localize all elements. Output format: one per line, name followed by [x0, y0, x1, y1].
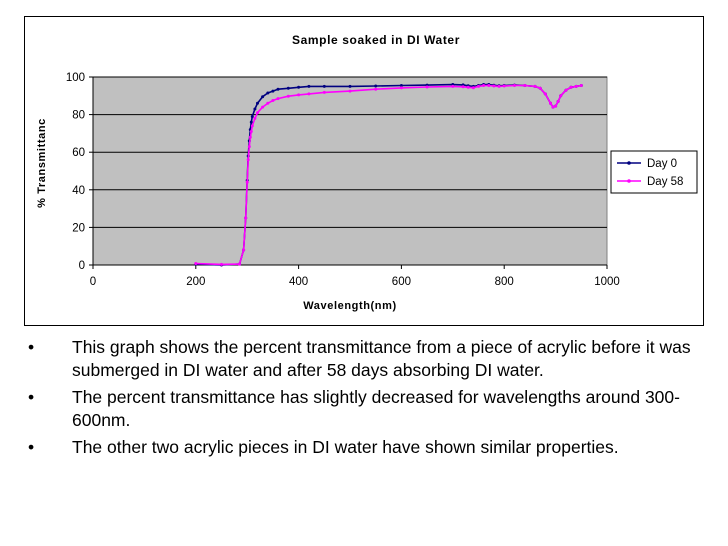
data-point-day-58: [425, 85, 429, 89]
data-point-day-58: [579, 84, 583, 87]
bullet-marker: •: [28, 437, 35, 457]
data-point-day-0: [271, 89, 275, 93]
data-point-day-58: [220, 262, 223, 266]
data-point-day-0: [286, 86, 290, 90]
data-point-day-58: [451, 84, 455, 88]
data-point-day-58: [242, 248, 246, 252]
y-tick-label: 80: [72, 110, 85, 122]
data-point-day-58: [556, 99, 560, 103]
data-point-day-58: [266, 101, 270, 105]
x-tick-label: 1000: [594, 276, 620, 288]
y-tick-label: 20: [72, 222, 85, 234]
x-axis-label: Wavelength(nm): [303, 300, 397, 312]
data-point-day-58: [543, 92, 547, 96]
data-point-day-58: [538, 86, 542, 90]
data-point-day-58: [533, 84, 537, 88]
data-point-day-58: [374, 87, 378, 91]
legend-box: [610, 150, 698, 194]
data-point-day-58: [551, 105, 555, 109]
bullet-text: The percent transmittance has slightly d…: [72, 387, 680, 430]
bullet-text: This graph shows the percent transmittan…: [72, 337, 691, 380]
data-point-day-58: [497, 84, 501, 88]
data-point-day-58: [477, 84, 480, 88]
data-point-day-58: [238, 262, 241, 266]
legend-label: Day 58: [647, 176, 683, 188]
data-point-day-58: [194, 262, 198, 265]
x-tick-label: 800: [495, 276, 514, 288]
bullet-item: • The percent transmittance has slightly…: [28, 386, 708, 432]
legend-marker: [627, 161, 631, 165]
y-axis-label: % Transmittanc: [36, 118, 48, 208]
data-point-day-58: [482, 84, 486, 87]
data-point-day-58: [502, 84, 506, 88]
data-point-day-0: [256, 101, 259, 105]
x-tick-label: 400: [289, 276, 308, 288]
data-point-day-58: [399, 86, 403, 90]
data-point-day-58: [574, 84, 578, 88]
data-point-day-58: [322, 90, 326, 94]
bullet-marker: •: [28, 337, 35, 357]
data-point-day-58: [559, 94, 563, 98]
data-point-day-58: [307, 92, 311, 96]
chart-frame: 0 20 40 60 80 100 0 200 400 600 800 1000 Sample soak…: [24, 16, 704, 326]
data-point-day-58: [348, 89, 352, 93]
data-point-day-0: [253, 107, 257, 111]
y-tick-label: 40: [72, 185, 85, 197]
y-tick-label: 60: [72, 147, 85, 159]
data-point-day-58: [248, 135, 252, 139]
bullet-text: The other two acrylic pieces in DI water…: [72, 437, 619, 457]
data-point-day-0: [250, 115, 254, 118]
data-point-day-58: [276, 97, 280, 101]
y-tick-label: 100: [66, 72, 85, 84]
data-point-day-58: [247, 145, 251, 149]
data-point-day-58: [569, 85, 573, 89]
data-point-day-58: [244, 216, 248, 220]
data-point-day-58: [487, 84, 491, 87]
data-point-day-58: [286, 94, 290, 98]
data-point-day-58: [564, 88, 568, 92]
legend-label: Day 0: [647, 158, 677, 170]
x-tick-label: 200: [186, 276, 205, 288]
data-point-day-0: [266, 91, 270, 95]
data-point-day-58: [261, 105, 265, 109]
chart-title: Sample soaked in DI Water: [292, 33, 460, 47]
bullet-list: • This graph shows the percent transmitt…: [28, 336, 708, 463]
data-point-day-58: [471, 86, 475, 90]
data-point-day-0: [399, 84, 403, 87]
bullet-item: • This graph shows the percent transmitt…: [28, 336, 708, 382]
data-point-day-58: [297, 93, 301, 97]
data-point-day-0: [249, 120, 253, 124]
data-point-day-0: [307, 84, 311, 88]
data-point-day-0: [297, 85, 301, 89]
data-point-day-58: [461, 85, 465, 89]
data-point-day-58: [246, 158, 250, 162]
legend-marker: [627, 179, 631, 183]
plot-area: [92, 76, 608, 266]
data-point-day-58: [466, 85, 470, 89]
data-point-day-0: [348, 84, 352, 88]
data-point-day-58: [250, 124, 254, 128]
data-point-day-58: [549, 101, 552, 105]
data-point-day-58: [249, 130, 253, 133]
data-point-day-0: [374, 84, 378, 88]
data-point-day-0: [261, 95, 265, 99]
data-point-day-58: [253, 116, 257, 120]
data-point-day-58: [271, 99, 275, 102]
data-point-day-58: [256, 111, 259, 115]
data-point-day-58: [513, 84, 516, 87]
data-point-day-58: [523, 84, 527, 87]
bullet-item: • The other two acrylic pieces in DI wat…: [28, 436, 708, 459]
data-point-day-58: [492, 84, 496, 88]
x-tick-label: 600: [392, 276, 411, 288]
data-point-day-58: [554, 104, 558, 108]
x-tick-label: 0: [90, 276, 96, 288]
data-point-day-58: [245, 180, 249, 184]
y-tick-label: 0: [79, 260, 85, 272]
data-point-day-0: [322, 84, 326, 88]
data-point-day-0: [276, 87, 280, 91]
bullet-marker: •: [28, 387, 35, 407]
